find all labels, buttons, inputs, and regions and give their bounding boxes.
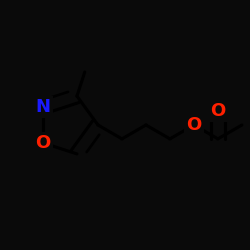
Text: O: O [35, 134, 51, 152]
Text: O: O [210, 102, 226, 120]
Text: N: N [36, 98, 51, 116]
Text: O: O [186, 116, 202, 134]
